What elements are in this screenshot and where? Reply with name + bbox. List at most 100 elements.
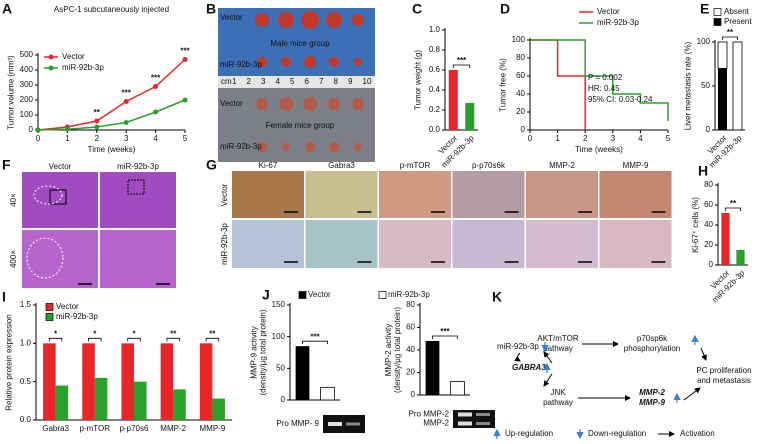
gel-label: Pro MMP- 9 <box>276 419 319 428</box>
bar <box>718 68 727 130</box>
photo <box>379 171 451 218</box>
photo <box>22 230 98 288</box>
significance-bracket <box>205 337 220 342</box>
y-tick-label: 60 <box>704 200 713 209</box>
significance: ** <box>209 329 216 338</box>
y-tick-label: 60 <box>406 323 415 332</box>
bar <box>721 213 730 265</box>
connector <box>514 352 521 362</box>
tumor <box>305 142 315 152</box>
tumor <box>303 97 317 111</box>
legend-swatch <box>45 313 54 321</box>
y-tick-label: 1.5 <box>20 300 32 309</box>
legend-label: miR-92b-3p <box>388 290 430 299</box>
y-tick-label: 50 <box>701 81 710 90</box>
legend-swatch <box>45 303 54 311</box>
bar <box>736 250 745 265</box>
bar <box>320 386 335 401</box>
inset-box <box>127 179 145 195</box>
ruler-label: 2 <box>247 77 252 86</box>
bar <box>450 381 465 396</box>
tumor-outline <box>33 185 63 205</box>
photo <box>305 171 378 218</box>
x-tick-label: p-mTOR <box>80 424 111 433</box>
inset-box <box>49 189 67 205</box>
diagram-node: GABRA3 <box>512 363 546 372</box>
tumor <box>278 12 294 28</box>
bar <box>94 377 108 420</box>
line <box>37 58 186 131</box>
x-tick-label: 1 <box>555 134 560 143</box>
bar <box>134 381 147 420</box>
marker <box>94 118 100 124</box>
bar <box>732 41 743 131</box>
marker <box>153 109 159 115</box>
y-tick-label: 40 <box>704 220 713 229</box>
gel-image <box>323 415 365 433</box>
column-label: Gabra3 <box>328 161 355 170</box>
group-label: Female mice group <box>266 121 335 130</box>
panel-letter: E <box>700 1 709 17</box>
gel-band <box>476 422 490 425</box>
tumor <box>257 142 267 152</box>
diagram-node: PC proliferation <box>696 366 751 375</box>
bar <box>55 385 69 420</box>
legend-label: Vector <box>308 290 331 299</box>
significance-bracket <box>725 207 741 211</box>
gel-band <box>346 422 360 426</box>
y-tick-label: 300 <box>20 80 34 89</box>
group-label: Male mice group <box>270 39 330 48</box>
gel-band <box>458 412 472 417</box>
column-label: MMP-9 <box>623 161 649 170</box>
y-axis-label: Relative protein expression <box>5 314 14 411</box>
tumor <box>304 56 316 68</box>
bar <box>199 343 213 420</box>
legend-swatch <box>298 291 307 299</box>
x-tick-label: p-p70s6 <box>120 424 149 433</box>
diagram-legend: Up-regulation <box>505 429 553 438</box>
ruler-label: 3 <box>261 77 266 86</box>
significance-bracket <box>166 337 180 342</box>
panel-letter: D <box>500 1 510 17</box>
panel-letter: F <box>2 157 11 173</box>
ruler-label: 7 <box>319 77 324 86</box>
tumor <box>257 57 267 67</box>
connector <box>683 387 701 401</box>
tumor <box>329 57 339 67</box>
diagram-legend: Down-regulation <box>588 429 646 438</box>
photo <box>379 220 451 268</box>
panel-letter: K <box>492 289 502 305</box>
column-label: miR-92b-3p <box>117 162 159 171</box>
panel-letter: I <box>2 289 6 305</box>
stat-text: 95% CI: 0.03-0.24 <box>588 95 653 104</box>
photo <box>305 220 378 268</box>
bar <box>43 343 56 420</box>
ruler-label: 6 <box>305 77 310 86</box>
photo <box>100 172 176 228</box>
y-axis-label: Liver metastasis rate (%) <box>684 41 693 130</box>
bar <box>448 70 458 130</box>
tumor <box>354 143 362 151</box>
ruler-label: cm <box>221 77 232 86</box>
tumor <box>352 98 364 110</box>
line <box>530 39 586 130</box>
ruler-label: 1 <box>232 77 237 86</box>
connector <box>700 347 707 361</box>
y-tick-label: 0.6 <box>429 65 441 74</box>
x-tick-label: 5 <box>183 134 188 143</box>
y-tick-label: 40 <box>516 89 525 98</box>
gel-label: MMP-2 <box>423 419 449 428</box>
significance-bracket <box>432 335 458 339</box>
gel-band <box>458 421 472 426</box>
row-label: miR-92b-3p <box>220 142 262 151</box>
photo <box>218 88 375 162</box>
photo <box>452 171 525 218</box>
column-label: Ki-67 <box>259 161 278 170</box>
significance-bracket <box>88 337 102 342</box>
photo <box>218 76 375 88</box>
legend-swatch <box>713 18 722 26</box>
significance: *** <box>440 327 450 336</box>
panel-letter: A <box>2 1 12 17</box>
x-tick-label: MMP-2 <box>160 424 186 433</box>
